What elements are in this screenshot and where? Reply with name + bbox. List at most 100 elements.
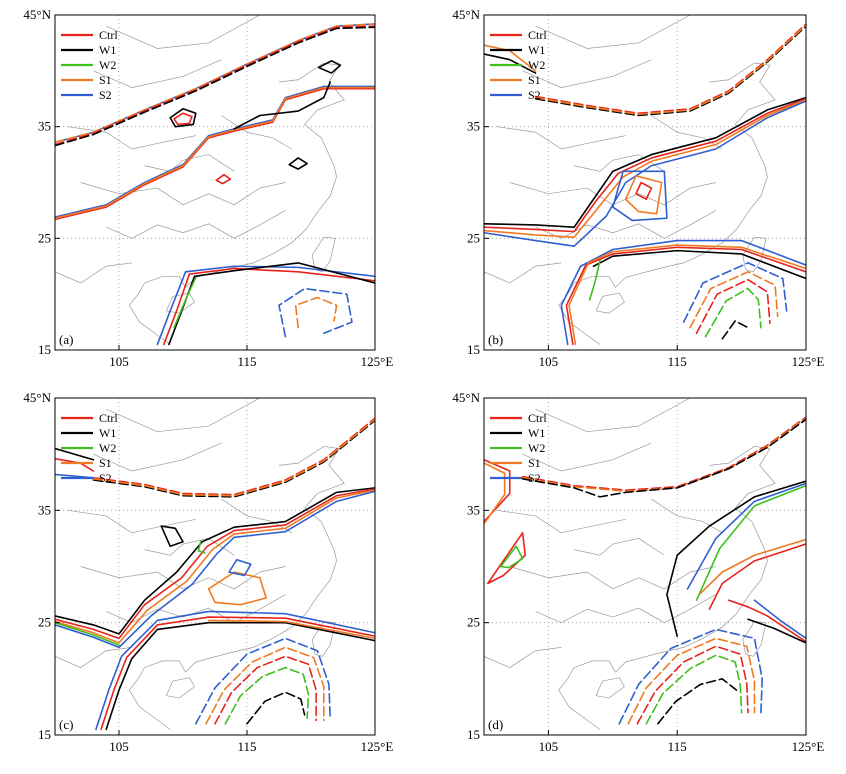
x-tick-label: 105: [539, 739, 559, 754]
legend-label-s2: S2: [99, 471, 112, 485]
contour-s1: [55, 489, 375, 644]
map-content: [484, 15, 806, 350]
contour-w1: [55, 26, 375, 147]
contour-s2: [682, 262, 788, 323]
map-content: [484, 398, 806, 735]
legend-label-ctrl: Ctrl: [99, 28, 118, 42]
contour-ctrl: [727, 599, 806, 643]
y-tick-label: 15: [38, 342, 51, 357]
contour-w2: [173, 276, 197, 329]
basemap-boundary: [742, 621, 767, 657]
y-tick-label: 45°N: [23, 390, 51, 405]
contour-s1: [568, 244, 806, 346]
panel-label: (b): [488, 332, 503, 347]
basemap-boundary: [55, 647, 132, 668]
contour-s1: [294, 296, 338, 329]
basemap-boundary: [558, 445, 776, 730]
contour-s2: [55, 490, 375, 649]
x-tick-label: 105: [539, 354, 559, 369]
contour-w2: [704, 287, 762, 338]
contour-s2: [560, 239, 806, 346]
contour-s1: [699, 538, 806, 595]
plot-frame: [483, 397, 807, 736]
legend-label-s1: S1: [528, 73, 541, 87]
basemap-boundary: [535, 398, 691, 433]
basemap-boundary: [535, 594, 717, 624]
contour-w1: [55, 487, 375, 635]
x-tick-label: 105: [109, 739, 129, 754]
legend-label-w1: W1: [99, 43, 116, 57]
contour-ctrl: [55, 457, 95, 472]
contour-s1: [534, 24, 806, 116]
basemap-boundary: [595, 677, 625, 699]
y-tick-label: 35: [467, 502, 480, 517]
legend-label-w1: W1: [528, 43, 545, 57]
x-tick-label: 115: [237, 354, 256, 369]
x-tick-label: 115: [237, 739, 256, 754]
basemap-boundary: [496, 509, 626, 534]
basemap-boundary: [166, 292, 195, 314]
contour-s2: [611, 170, 668, 222]
x-tick-label: 125°E: [361, 739, 394, 754]
y-tick-label: 45°N: [23, 7, 51, 22]
y-tick-label: 25: [467, 615, 480, 630]
basemap-boundary: [106, 594, 286, 624]
contour-s1: [521, 417, 806, 493]
contour-w1: [657, 678, 738, 725]
basemap-boundary: [67, 126, 196, 150]
contour-ctrl: [55, 87, 375, 221]
basemap-boundary: [651, 498, 723, 534]
basemap-boundary: [221, 498, 292, 534]
basemap-boundary: [522, 59, 652, 88]
basemap-boundary: [311, 236, 336, 273]
map-content: [55, 398, 375, 735]
basemap-boundary: [595, 292, 625, 314]
basemap-boundary: [509, 566, 716, 590]
contour-s1: [55, 86, 375, 220]
contour-w2: [695, 484, 806, 602]
contour-s1: [484, 99, 806, 239]
basemap-boundary: [128, 62, 345, 345]
contour-ctrl: [215, 173, 232, 185]
contour-w1: [288, 157, 308, 170]
contour-ctrl: [635, 181, 653, 201]
legend-label-w1: W1: [99, 426, 116, 440]
basemap-boundary: [93, 442, 222, 472]
panel-label: (d): [488, 717, 503, 732]
contour-s1: [624, 175, 663, 215]
legend-label-w2: W2: [99, 441, 116, 455]
basemap-boundary: [535, 15, 691, 49]
panel-label: (a): [59, 332, 73, 347]
basemap-boundary: [484, 262, 562, 284]
basemap-boundary: [496, 126, 626, 150]
legend-label-s2: S2: [528, 88, 541, 102]
y-tick-label: 25: [467, 230, 480, 245]
basemap-boundary: [144, 538, 235, 556]
contour-s2: [195, 637, 332, 725]
contour-w1: [666, 480, 806, 637]
contour-s2: [278, 287, 353, 338]
map-content: [55, 15, 375, 350]
plot-frame: [483, 14, 807, 351]
contour-w1: [168, 262, 375, 346]
contour-s1: [207, 619, 375, 640]
contour-s1: [92, 418, 375, 497]
basemap-boundary: [67, 509, 196, 534]
contour-ctrl: [487, 531, 527, 585]
contour-w1: [246, 691, 306, 725]
contour-s1: [205, 646, 325, 725]
contour-w1: [721, 320, 749, 340]
contour-s2: [156, 265, 375, 346]
contour-s2: [55, 85, 375, 218]
basemap-boundary: [80, 566, 286, 590]
contour-s2: [228, 558, 252, 577]
x-tick-label: 115: [668, 739, 687, 754]
x-tick-label: 125°E: [792, 739, 825, 754]
contour-w1: [92, 419, 375, 498]
y-tick-label: 45°N: [452, 7, 480, 22]
